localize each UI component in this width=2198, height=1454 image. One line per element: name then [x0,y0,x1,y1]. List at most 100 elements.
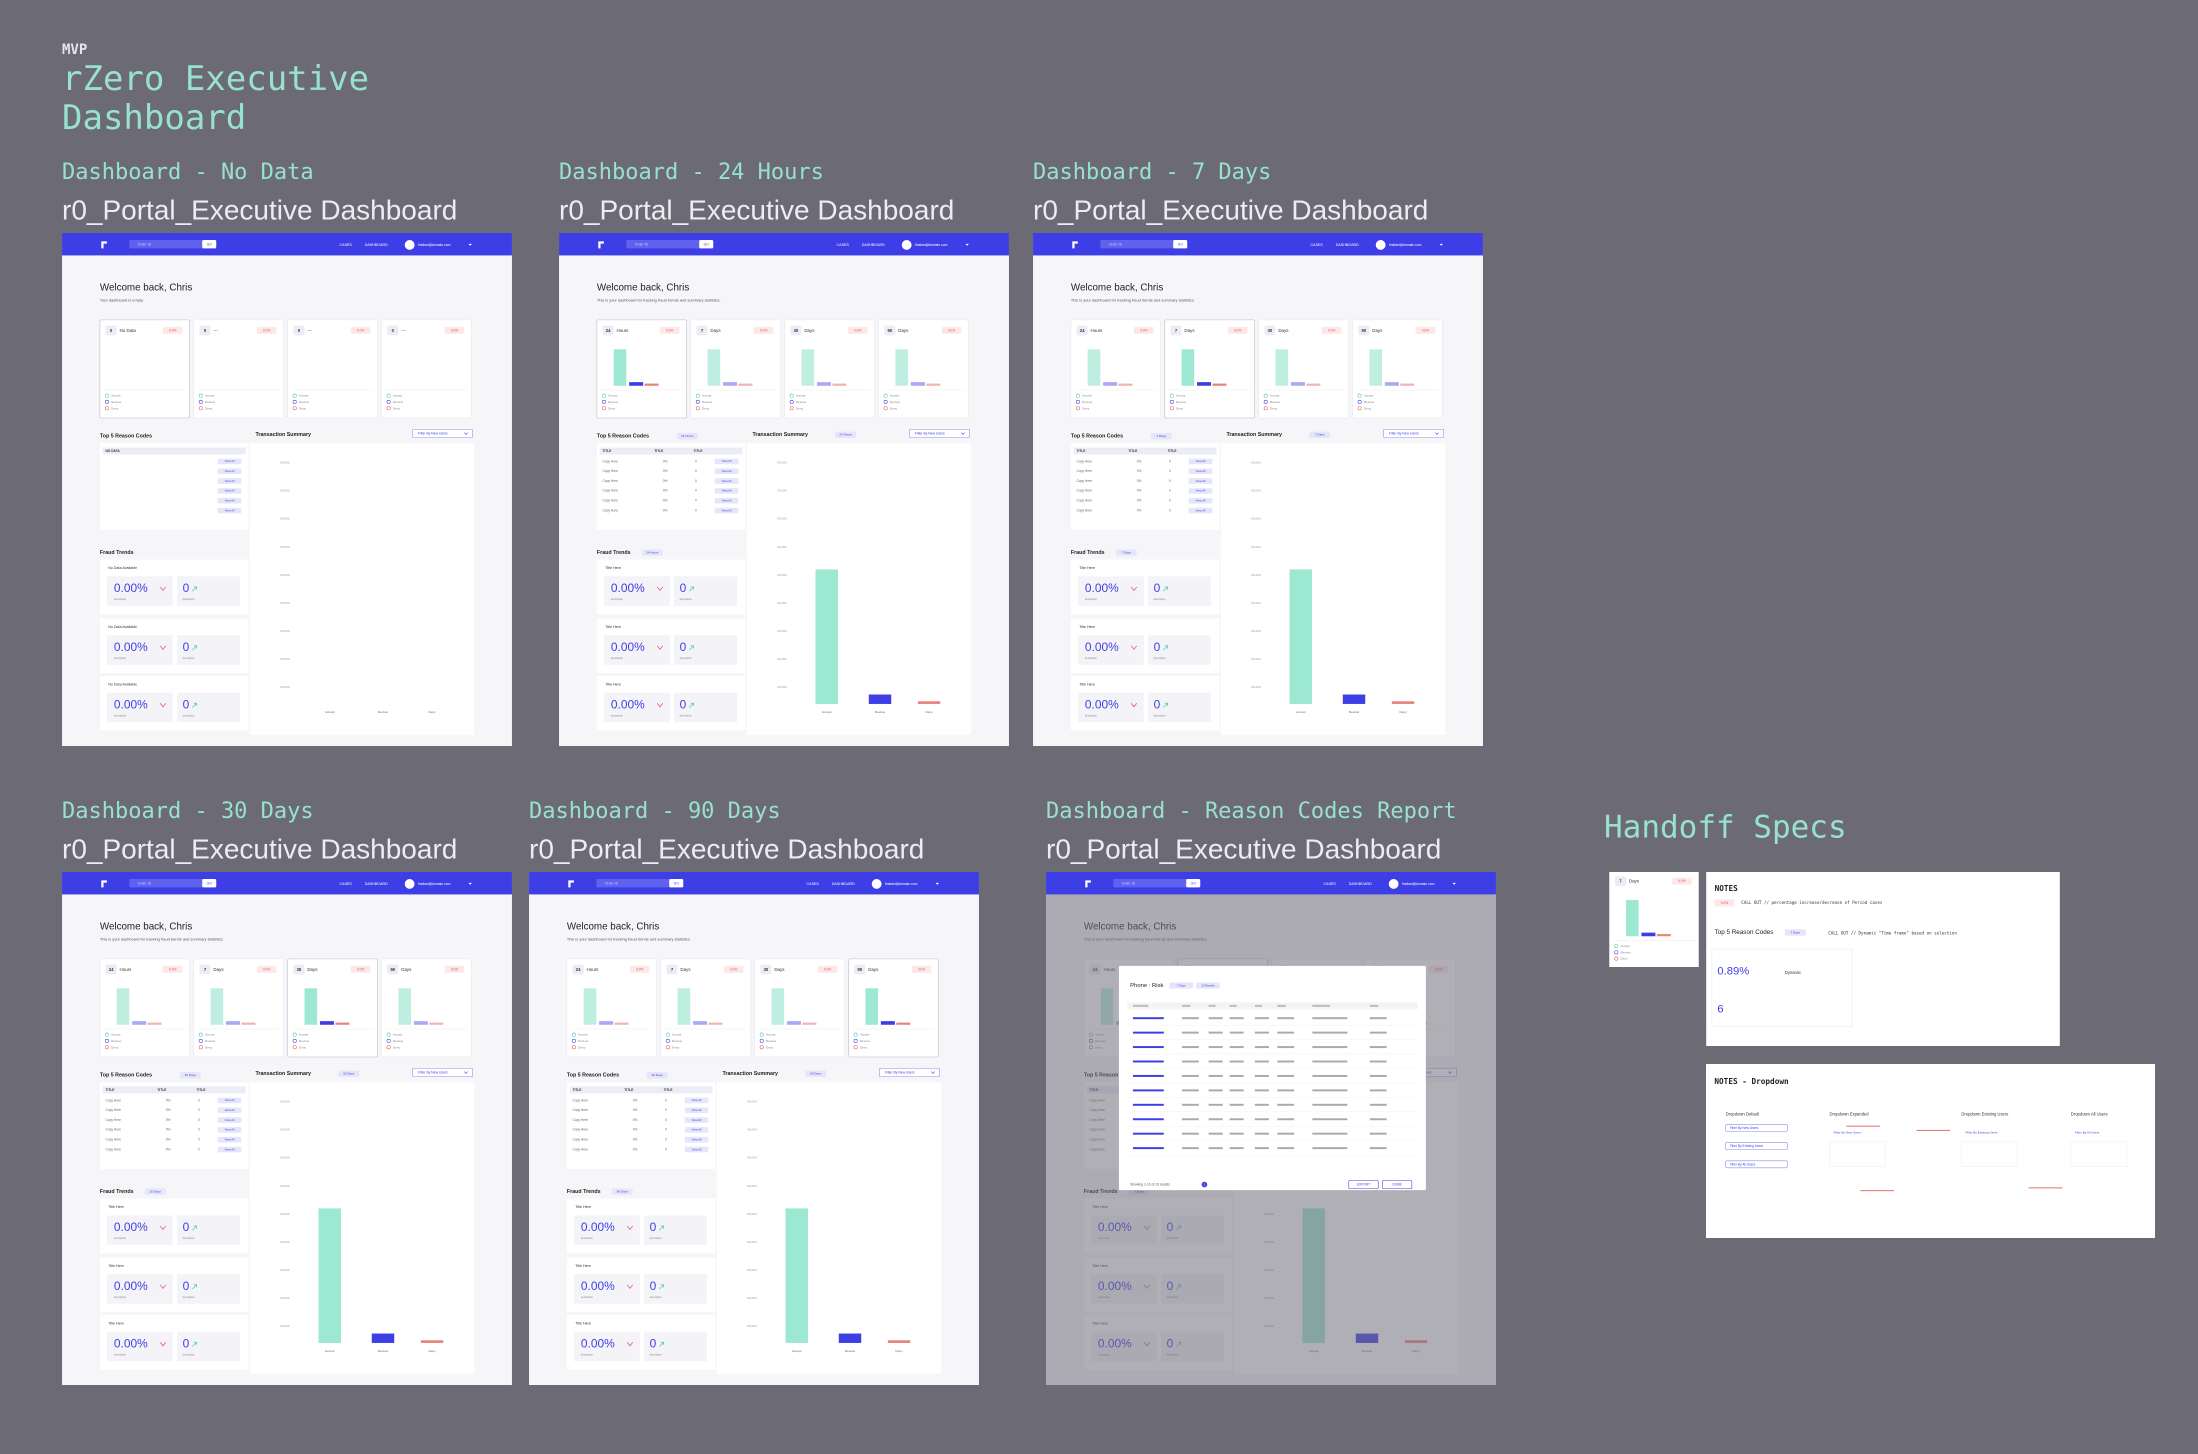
row-chip[interactable] [714,468,739,475]
legend-dot [386,1032,391,1037]
row-chip[interactable] [217,1146,242,1153]
legend-label: Deny [393,1045,401,1049]
row-chip[interactable] [217,1117,242,1123]
change-chip [847,326,868,334]
table-header-cell: TITLE [572,1088,582,1092]
legend-label: Deny [1082,406,1090,410]
row-chip-text: View All [1196,479,1206,483]
filter-dropdown[interactable] [1383,428,1444,438]
x-axis-label: Accept [792,1349,802,1353]
table-text-placeholder [1254,1089,1269,1092]
modal-chip-text: 10 Results [1201,983,1215,987]
row-chip[interactable] [217,1127,242,1133]
summary-bar [917,701,941,704]
row-chip[interactable] [684,1127,709,1133]
search-placeholder: Order ID [1109,243,1123,247]
handoff-title: Handoff Specs [1604,810,1847,846]
row-chip[interactable] [217,1136,242,1143]
row-chip[interactable] [714,478,739,484]
legend-label: Review [796,400,807,404]
y-axis-label: 00,000 [747,1184,757,1188]
y-axis-label: 00,000 [280,489,290,493]
row-chip[interactable] [1188,458,1213,465]
y-axis-label: 00,000 [747,1240,757,1244]
nav-email: firstlast@domain.com [418,243,451,247]
filter-dropdown[interactable] [412,428,473,438]
dropdown-option[interactable] [1725,1142,1788,1150]
row-chip[interactable] [1188,497,1213,504]
table-text-placeholder [1181,1017,1199,1020]
range-chip [835,431,857,439]
row-chip[interactable] [684,1136,709,1143]
modal-button[interactable] [1382,1180,1413,1190]
x-axis-label: Review [875,710,886,714]
row-chip[interactable] [217,478,242,484]
trend-description: description [611,598,624,601]
row-chip[interactable] [684,1097,709,1104]
table-text-placeholder [1181,1074,1199,1077]
row-chip[interactable] [684,1146,709,1153]
table-text-placeholder [1181,1031,1199,1034]
row-chip[interactable] [217,1107,242,1114]
row-chip[interactable] [714,458,739,465]
row-chip[interactable] [1188,488,1213,494]
trend-box [603,692,670,723]
table-text-placeholder [1277,1089,1295,1092]
row-chip[interactable] [684,1107,709,1114]
legend-dot [853,1038,858,1043]
nav-bar [62,872,512,895]
row-chip[interactable] [217,507,242,514]
table-cell: 0% [166,1147,171,1151]
row-chip[interactable] [684,1117,709,1123]
period-badge [1170,325,1182,336]
change-text: 0.0% [918,967,925,971]
period-label: --- [213,328,218,333]
row-chip[interactable] [1188,507,1213,514]
row-chip[interactable] [217,468,242,475]
legend-dot [292,1045,297,1050]
trend-box [673,635,738,665]
legend-dot [104,399,109,404]
row-chip[interactable] [217,497,242,504]
nav-cases: CASES [340,243,353,247]
row-chip[interactable] [217,488,242,494]
filter-dropdown[interactable] [412,1067,473,1077]
page-current[interactable] [1201,1181,1208,1188]
legend-label: Review [299,1039,310,1043]
trend-description: description [114,715,127,718]
period-card [99,319,190,419]
table-text-placeholder [1254,1031,1269,1034]
table-text-placeholder [1132,1004,1149,1007]
period-number: 90 [887,328,892,333]
dropdown-option[interactable] [1725,1124,1788,1132]
dropdown-option[interactable] [1725,1160,1788,1169]
change-text: 0.0% [948,328,955,332]
row-chip[interactable] [714,507,739,514]
table-text-placeholder [1277,1147,1295,1150]
legend-dot [665,1045,670,1050]
row-chip[interactable] [714,488,739,494]
modal-button[interactable] [1348,1180,1379,1190]
mini-bar [1656,934,1671,937]
trend-title: Title Here [605,566,621,570]
row-chip[interactable] [1188,478,1213,484]
row-chip[interactable] [1188,468,1213,475]
table-text-placeholder [1254,1103,1269,1106]
change-text: 0.0% [1234,328,1241,332]
filter-dropdown[interactable] [879,1067,940,1077]
table-header-cell: TITLE [1168,449,1178,453]
row-chip[interactable] [714,497,739,504]
legend-dot [292,399,297,404]
trend-arrow-up [689,586,694,592]
change-text: 0.0% [760,328,767,332]
period-badge [760,964,772,975]
period-label: Days [680,967,691,972]
filter-dropdown[interactable] [909,428,970,438]
row-chip[interactable] [217,1097,242,1104]
row-chip[interactable] [217,458,242,465]
y-axis-label: 00,000 [1251,657,1261,661]
mini-bar [116,988,130,1025]
trend-percent: 0.00% [114,581,148,595]
expanded-option: Filter By Existing Users [1966,1131,1998,1135]
legend-dot [386,1045,391,1050]
